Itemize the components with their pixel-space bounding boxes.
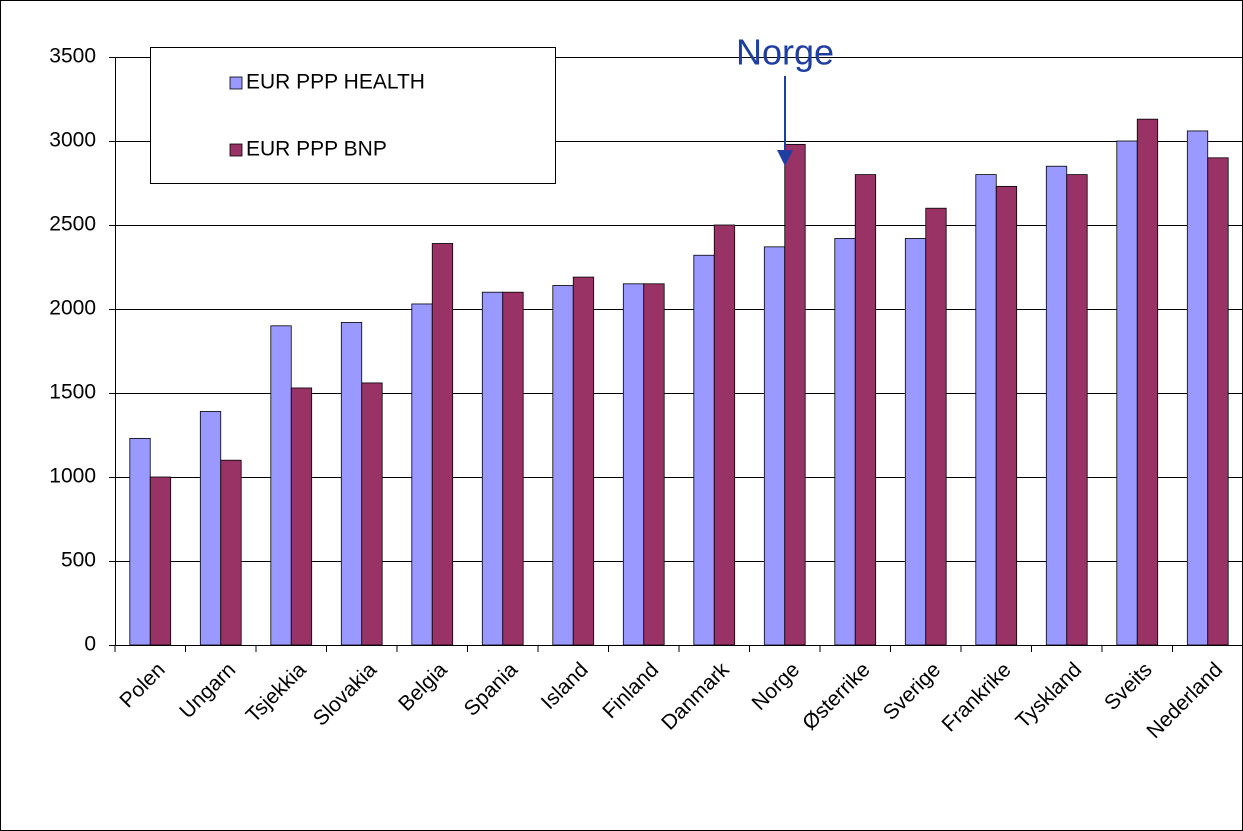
bar bbox=[572, 276, 595, 646]
bar bbox=[622, 283, 645, 646]
bar bbox=[1066, 174, 1088, 646]
bar bbox=[340, 322, 363, 646]
bar bbox=[834, 238, 856, 646]
bar bbox=[290, 387, 313, 646]
bar bbox=[975, 174, 997, 646]
bar bbox=[502, 291, 524, 646]
bar bbox=[361, 382, 383, 646]
bar bbox=[1136, 118, 1159, 646]
y-tick-label: 1000 bbox=[49, 465, 96, 488]
bar bbox=[1045, 165, 1068, 646]
annotation-arrowhead bbox=[777, 150, 793, 166]
y-tick-label: 3000 bbox=[49, 129, 96, 152]
bar bbox=[411, 303, 433, 646]
bar bbox=[1116, 140, 1138, 646]
bar bbox=[643, 283, 665, 646]
y-tick-label: 1500 bbox=[49, 381, 96, 404]
bar bbox=[552, 285, 574, 646]
bar bbox=[1186, 130, 1209, 646]
bar bbox=[481, 291, 504, 646]
bar bbox=[431, 243, 454, 646]
y-tick-label: 3500 bbox=[49, 45, 96, 68]
y-tick-label: 0 bbox=[84, 633, 96, 656]
y-tick-label: 500 bbox=[61, 549, 96, 572]
bar bbox=[1207, 157, 1229, 646]
bar bbox=[784, 143, 806, 646]
bar bbox=[129, 437, 151, 646]
bar bbox=[713, 224, 736, 646]
bar bbox=[995, 185, 1018, 646]
legend-swatch bbox=[229, 76, 243, 90]
bar bbox=[854, 174, 877, 646]
bar bbox=[693, 254, 715, 646]
annotation: Norge bbox=[736, 32, 834, 73]
legend-box bbox=[150, 47, 556, 184]
bar bbox=[220, 459, 242, 646]
legend-label: EUR PPP BNP bbox=[246, 138, 387, 161]
bar bbox=[763, 246, 786, 646]
y-tick-label: 2000 bbox=[49, 297, 96, 320]
legend-swatch bbox=[229, 143, 243, 157]
bar bbox=[270, 325, 292, 646]
legend-label: EUR PPP HEALTH bbox=[246, 71, 425, 94]
bar bbox=[149, 476, 172, 646]
y-tick-label: 2500 bbox=[49, 213, 96, 236]
bar bbox=[199, 411, 222, 646]
bar bbox=[904, 238, 927, 646]
bar bbox=[925, 207, 947, 646]
